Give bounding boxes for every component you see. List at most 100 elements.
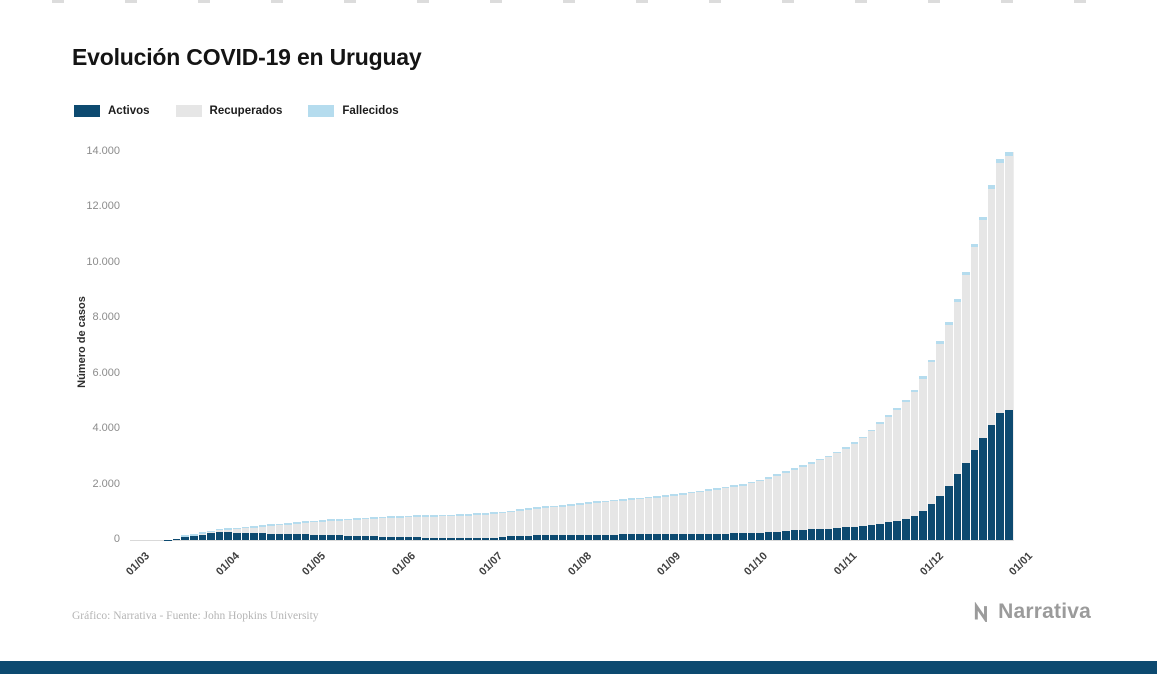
stacked-bar bbox=[936, 152, 944, 540]
bar-segment bbox=[756, 481, 764, 533]
bar-segment bbox=[267, 524, 275, 526]
bar-segment bbox=[679, 494, 687, 535]
narrativa-logo-icon bbox=[975, 602, 988, 622]
bar-segment bbox=[447, 538, 455, 540]
stacked-bar bbox=[344, 152, 353, 540]
bar-segment bbox=[910, 392, 919, 516]
bar-segment bbox=[250, 527, 258, 534]
bars-container bbox=[130, 152, 1013, 540]
stacked-bar bbox=[636, 152, 644, 540]
bar-segment bbox=[610, 501, 618, 535]
bar-segment bbox=[516, 509, 524, 512]
bar-segment bbox=[181, 537, 190, 540]
bar-segment bbox=[902, 518, 910, 540]
bar-segment bbox=[232, 527, 241, 530]
bar-segment bbox=[421, 516, 430, 538]
stacked-bar bbox=[850, 152, 859, 540]
bar-segment bbox=[258, 533, 267, 540]
stacked-bar bbox=[241, 152, 250, 540]
brand-logo[interactable]: Narrativa bbox=[973, 600, 1091, 624]
bar-segment bbox=[361, 517, 370, 520]
bar-segment bbox=[764, 476, 773, 479]
bar-segment bbox=[361, 519, 370, 537]
bar-segment bbox=[558, 535, 567, 540]
stacked-bar bbox=[370, 152, 378, 540]
bar-segment bbox=[902, 399, 910, 402]
y-axis-ticks: 0 2.000 4.000 6.000 8.000 10.000 12.000 14.000 bbox=[40, 145, 120, 545]
bar-segment bbox=[370, 517, 378, 519]
y-tick-label: 4.000 bbox=[92, 422, 120, 435]
bar-segment bbox=[481, 513, 490, 515]
stacked-bar bbox=[327, 152, 335, 540]
bar-segment bbox=[576, 534, 584, 540]
stacked-bar bbox=[318, 152, 327, 540]
stacked-bar bbox=[739, 152, 747, 540]
bar-segment bbox=[636, 499, 644, 535]
bar-segment bbox=[533, 535, 541, 540]
legend-item-recuperados[interactable]: Recuperados bbox=[175, 105, 282, 117]
bar-segment bbox=[773, 475, 781, 532]
bar-segment bbox=[653, 497, 661, 534]
bar-segment bbox=[301, 534, 310, 540]
stacked-bar bbox=[550, 152, 558, 540]
stacked-bar bbox=[902, 152, 910, 540]
y-tick-label: 14.000 bbox=[86, 145, 120, 157]
bar-segment bbox=[790, 469, 799, 531]
stacked-bar bbox=[464, 152, 473, 540]
stacked-bar bbox=[696, 152, 704, 540]
bar-segment bbox=[824, 457, 833, 529]
bar-segment bbox=[464, 538, 473, 540]
bar-segment bbox=[824, 455, 833, 458]
stacked-bar bbox=[361, 152, 370, 540]
bar-segment bbox=[1004, 152, 1013, 156]
stacked-bar bbox=[198, 152, 207, 540]
stacked-bar bbox=[756, 152, 764, 540]
bar-segment bbox=[781, 471, 790, 473]
bar-segment bbox=[413, 537, 421, 540]
stacked-bar bbox=[893, 152, 902, 540]
bar-segment bbox=[498, 513, 507, 537]
bar-segment bbox=[284, 534, 292, 540]
bar-segment bbox=[404, 517, 413, 538]
bar-segment bbox=[275, 523, 284, 526]
bar-segment bbox=[541, 535, 550, 540]
bar-segment bbox=[747, 483, 756, 534]
bar-segment bbox=[670, 534, 678, 540]
credits-text: Gráfico: Narrativa - Fuente: John Hopkin… bbox=[72, 610, 319, 622]
bar-segment bbox=[335, 519, 344, 521]
bar-segment bbox=[378, 516, 387, 519]
x-tick-label: 01/05 bbox=[300, 550, 329, 578]
bar-segment bbox=[670, 495, 678, 535]
legend-item-fallecidos[interactable]: Fallecidos bbox=[308, 105, 399, 117]
bar-segment bbox=[318, 534, 327, 540]
bar-segment bbox=[198, 534, 207, 535]
x-tick-label: 01/11 bbox=[831, 550, 860, 578]
bar-segment bbox=[327, 521, 335, 536]
bar-segment bbox=[841, 448, 850, 528]
stacked-bar bbox=[378, 152, 387, 540]
bar-segment bbox=[498, 536, 507, 540]
bar-segment bbox=[713, 489, 721, 534]
bar-segment bbox=[404, 537, 413, 540]
bar-segment bbox=[747, 481, 756, 484]
stacked-bar bbox=[1004, 152, 1013, 540]
legend-item-activos[interactable]: Activos bbox=[74, 105, 150, 117]
bar-segment bbox=[490, 512, 498, 515]
bar-segment bbox=[335, 520, 344, 536]
x-tick-label: 01/03 bbox=[124, 550, 153, 578]
stacked-bar bbox=[721, 152, 730, 540]
bar-segment bbox=[884, 522, 893, 540]
bar-segment bbox=[773, 531, 781, 540]
bar-segment bbox=[859, 436, 867, 439]
y-tick-label: 6.000 bbox=[92, 366, 120, 379]
stacked-bar bbox=[481, 152, 490, 540]
stacked-bar bbox=[764, 152, 773, 540]
bar-segment bbox=[524, 508, 533, 510]
stacked-bar bbox=[284, 152, 292, 540]
bar-segment bbox=[618, 498, 627, 501]
legend: Activos Recuperados Fallecidos bbox=[74, 105, 399, 117]
bar-segment bbox=[284, 522, 292, 525]
stacked-bar bbox=[181, 152, 190, 540]
stacked-bar bbox=[824, 152, 833, 540]
bar-segment bbox=[859, 438, 867, 526]
